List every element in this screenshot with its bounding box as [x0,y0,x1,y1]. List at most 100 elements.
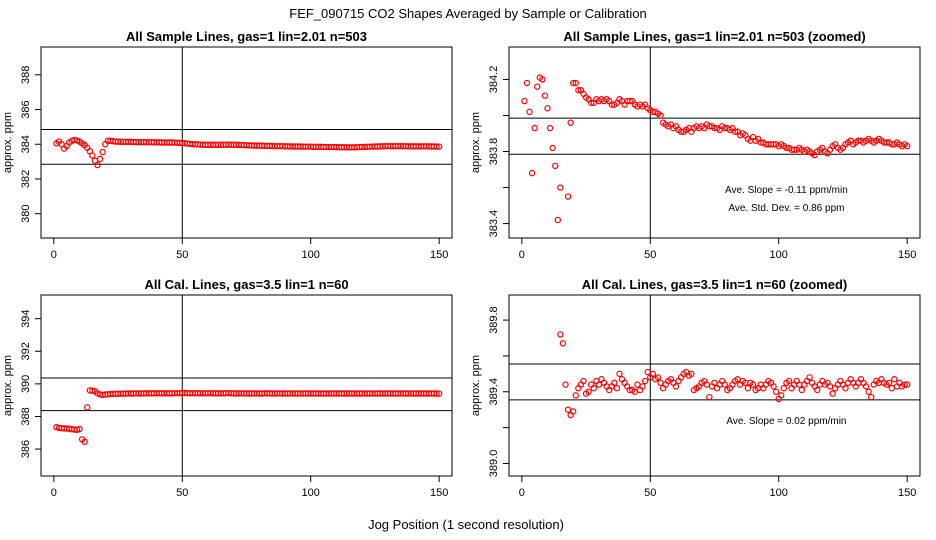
data-point [562,381,569,388]
data-point [749,381,757,388]
data-point [549,144,556,152]
x-tick-label: 150 [898,249,916,261]
data-point [570,408,577,415]
data-point [559,340,567,347]
data-point [806,374,813,381]
y-tick-label: 389.0 [488,450,500,478]
data-point [546,124,554,132]
data-point [89,152,96,159]
data-point [521,97,528,105]
data-point [99,148,106,156]
y-axis-label: approx. ppm [470,355,482,416]
data-point [616,370,623,378]
data-point [626,97,633,105]
y-tick-label: 394 [20,309,32,327]
data-point [780,384,788,392]
data-point [541,92,549,99]
x-tick-label: 0 [51,249,57,261]
x-tick-label: 100 [770,487,788,499]
panel-title: All Sample Lines, gas=1 lin=2.01 n=503 [126,29,367,44]
data-point [554,216,562,224]
chart-panel-1: All Sample Lines, gas=1 lin=2.01 n=503 0 5… [2,29,453,261]
data-point [657,112,664,119]
figure-title: FEF_090715 CO2 Shapes Averaged by Sample… [289,6,646,21]
y-tick-label: 390 [20,375,32,393]
data-point [96,155,104,163]
data-point [433,143,440,150]
panel-title: All Cal. Lines, gas=3.5 lin=1 n=60 [144,277,348,292]
y-axis-label: approx. ppm [2,355,14,416]
data-point [688,370,695,378]
data-point [84,404,91,411]
data-point [901,381,908,388]
data-point [89,387,96,394]
data-point [657,379,664,387]
data-point [829,390,836,397]
annotation: Ave. Slope = 0.02 ppm/min [726,416,846,427]
data-point [564,406,572,413]
annotation: Ave. Slope = -0.11 ppm/min [725,185,848,196]
data-point [770,383,777,390]
data-point [557,331,564,338]
chart-panel-3: All Cal. Lines, gas=3.5 lin=1 n=60 0 50 100… [2,277,453,499]
data-point [433,390,440,397]
plot-frame [40,46,453,239]
plot-frame [508,294,921,477]
x-tick-label: 0 [51,487,57,499]
y-tick-label: 386 [20,100,32,118]
y-tick-label: 380 [20,205,32,223]
data-point [76,425,83,433]
chart-panel-4: All Cal. Lines, gas=3.5 lin=1 n=60 (zoom… [470,277,921,499]
x-tick-label: 100 [302,487,320,499]
data-point [575,87,582,94]
y-tick-label: 383.8 [488,138,500,166]
data-point [903,381,911,388]
data-point [613,384,621,392]
data-point [557,184,564,191]
data-point [572,79,579,87]
plot-frame [508,46,921,239]
data-point [798,386,806,394]
data-point [435,143,443,150]
x-tick-label: 50 [176,249,188,261]
data-point [580,377,587,385]
data-point [544,105,551,112]
data-point [672,383,680,390]
y-tick-label: 383.4 [488,210,500,238]
y-tick-label: 389.4 [488,378,500,406]
figure-x-label: Jog Position (1 second resolution) [368,517,564,532]
x-tick-label: 0 [519,249,525,261]
data-point [572,392,579,399]
data-point [539,76,546,83]
data-point [81,438,88,445]
data-point [862,383,870,390]
x-tick-label: 50 [644,249,656,261]
x-tick-label: 100 [770,249,788,261]
panels: All Sample Lines, gas=1 lin=2.01 n=503 0 5… [2,29,921,499]
data-point [654,374,662,381]
data-point [552,162,559,170]
data-point [526,108,533,116]
x-tick-label: 150 [898,487,916,499]
plot-frame [40,294,453,477]
data-point [588,99,595,107]
y-tick-label: 392 [20,342,32,360]
x-tick-label: 50 [176,487,188,499]
y-tick-label: 389.8 [488,306,500,334]
data-point [634,381,641,388]
x-tick-label: 150 [430,249,448,261]
y-axis-label: approx. ppm [2,112,14,173]
data-point [94,161,101,169]
annotation: Ave. Std. Dev. = 0.86 ppm [728,203,844,214]
data-point [731,128,739,135]
x-tick-label: 150 [430,487,448,499]
y-tick-label: 388 [20,407,32,425]
data-point [778,392,785,399]
data-point [867,393,875,401]
x-tick-label: 100 [302,249,320,261]
x-tick-label: 50 [644,487,656,499]
data-point [814,386,821,394]
data-point [528,169,536,177]
y-tick-label: 384 [20,135,32,153]
